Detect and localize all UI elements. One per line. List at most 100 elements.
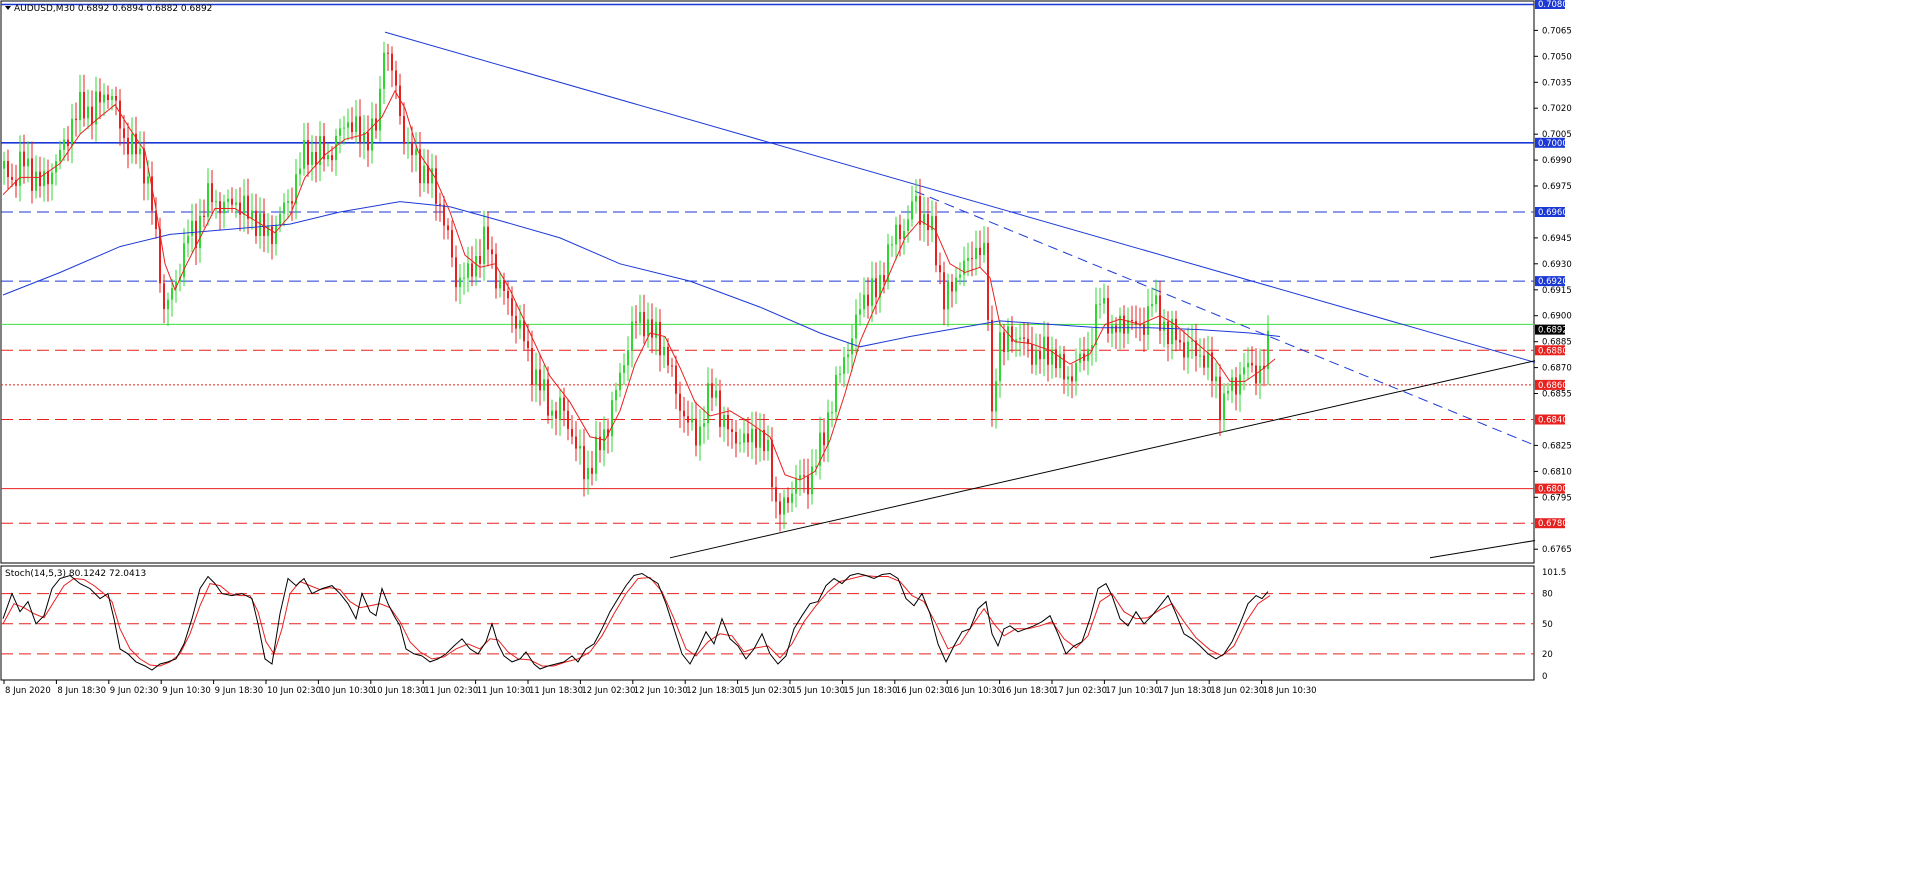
candle-body: [455, 257, 457, 288]
candle-body: [163, 283, 165, 310]
candle-body: [67, 139, 69, 146]
candle-body: [375, 118, 377, 131]
candle-body: [143, 148, 145, 184]
stoch-tick-label: 80: [1542, 590, 1553, 600]
candle-body: [239, 202, 241, 215]
price-tag-label: 0.7080: [1538, 0, 1568, 10]
candle-body: [971, 258, 973, 260]
candle-body: [655, 321, 657, 338]
candle-body: [1091, 345, 1093, 349]
time-tick-label: 17 Jun 18:30: [1158, 686, 1212, 696]
stoch-main-line: [2, 572, 1269, 671]
candle-body: [987, 242, 989, 320]
trendline-0[interactable]: [384, 31, 1536, 363]
candle-body: [35, 171, 37, 191]
candle-body: [551, 410, 553, 416]
trendlines: [384, 31, 1536, 559]
candle-body: [299, 168, 301, 175]
candle-body: [307, 140, 309, 165]
candle-body: [91, 106, 93, 125]
candle-body: [1031, 344, 1033, 365]
price-tick-label: 0.7005: [1542, 130, 1572, 140]
candle-body: [1071, 376, 1073, 382]
candle-body: [947, 281, 949, 310]
time-tick-label: 18 Jun 02:30: [1210, 686, 1264, 696]
candle-body: [891, 244, 893, 246]
candle-body: [635, 321, 637, 323]
trendline-2[interactable]: [669, 360, 1536, 559]
long-moving-average-line: [2, 201, 1281, 348]
candle-body: [855, 314, 857, 339]
candle-body: [135, 133, 137, 155]
candle-body: [1003, 332, 1005, 352]
candle-body: [411, 142, 413, 156]
candle-body: [319, 136, 321, 165]
candle-body: [267, 226, 269, 236]
stoch-signal-line: [2, 574, 1271, 667]
candle-body: [23, 151, 25, 167]
candle-body: [1203, 355, 1205, 368]
candle-body: [1179, 340, 1181, 343]
candle-body: [495, 254, 497, 289]
candle-body: [583, 446, 585, 480]
price-panel[interactable]: [0, 0, 1535, 564]
candle-body: [1195, 340, 1197, 356]
candles: [3, 41, 1269, 532]
price-tag: [1535, 276, 1565, 287]
price-tag: [1535, 0, 1565, 9]
price-tag-label: 0.6840: [1538, 416, 1568, 426]
candle-body: [159, 229, 161, 284]
candle-body: [563, 397, 565, 411]
candle-body: [103, 94, 105, 103]
price-tag: [1535, 207, 1565, 217]
candle-body: [871, 278, 873, 306]
price-tick-label: 0.7035: [1542, 78, 1572, 88]
candle-body: [843, 357, 845, 374]
candle-body: [183, 243, 185, 278]
candle-body: [43, 171, 45, 187]
candle-body: [1191, 340, 1193, 342]
chevron-down-icon[interactable]: [5, 6, 11, 10]
candle-body: [1015, 339, 1017, 342]
candle-body: [75, 118, 77, 121]
candle-body: [355, 116, 357, 133]
candle-body: [51, 172, 53, 185]
candle-body: [1247, 362, 1249, 368]
price-tag-label: 0.6880: [1538, 346, 1568, 356]
candle-body: [919, 195, 921, 225]
candle-body: [487, 226, 489, 250]
candle-body: [611, 400, 613, 437]
candle-body: [419, 149, 421, 184]
candle-body: [1107, 298, 1109, 334]
time-tick-label: 11 Jun 02:30: [424, 686, 478, 696]
candle-body: [579, 446, 581, 449]
candle-body: [1167, 321, 1169, 344]
time-tick-label: 16 Jun 18:30: [1001, 686, 1055, 696]
stochastic-panel[interactable]: [0, 565, 1535, 681]
candle-body: [783, 497, 785, 515]
candle-body: [327, 155, 329, 160]
candle-body: [391, 53, 393, 71]
price-axis: 0.7065 0.7050 0.7035 0.7020 0.7005 0.6990 0.69…: [1534, 26, 1572, 555]
candle-body: [71, 118, 73, 146]
candle-body: [219, 201, 221, 214]
price-tag: [1535, 379, 1565, 390]
candle-body: [1171, 318, 1173, 344]
candle-body: [811, 466, 813, 495]
candle-body: [1019, 337, 1021, 340]
time-tick-label: 9 Jun 18:30: [215, 686, 264, 696]
trendline-3[interactable]: [1429, 540, 1536, 559]
candle-body: [351, 122, 353, 133]
price-tag-label: 0.6800: [1538, 485, 1568, 495]
candle-body: [927, 214, 929, 231]
candle-body: [955, 277, 957, 292]
candle-body: [303, 140, 305, 169]
candle-body: [907, 219, 909, 231]
candle-body: [7, 161, 9, 177]
candle-body: [863, 294, 865, 310]
candle-body: [347, 122, 349, 128]
candle-body: [1239, 374, 1241, 395]
time-tick-label: 12 Jun 18:30: [686, 686, 740, 696]
